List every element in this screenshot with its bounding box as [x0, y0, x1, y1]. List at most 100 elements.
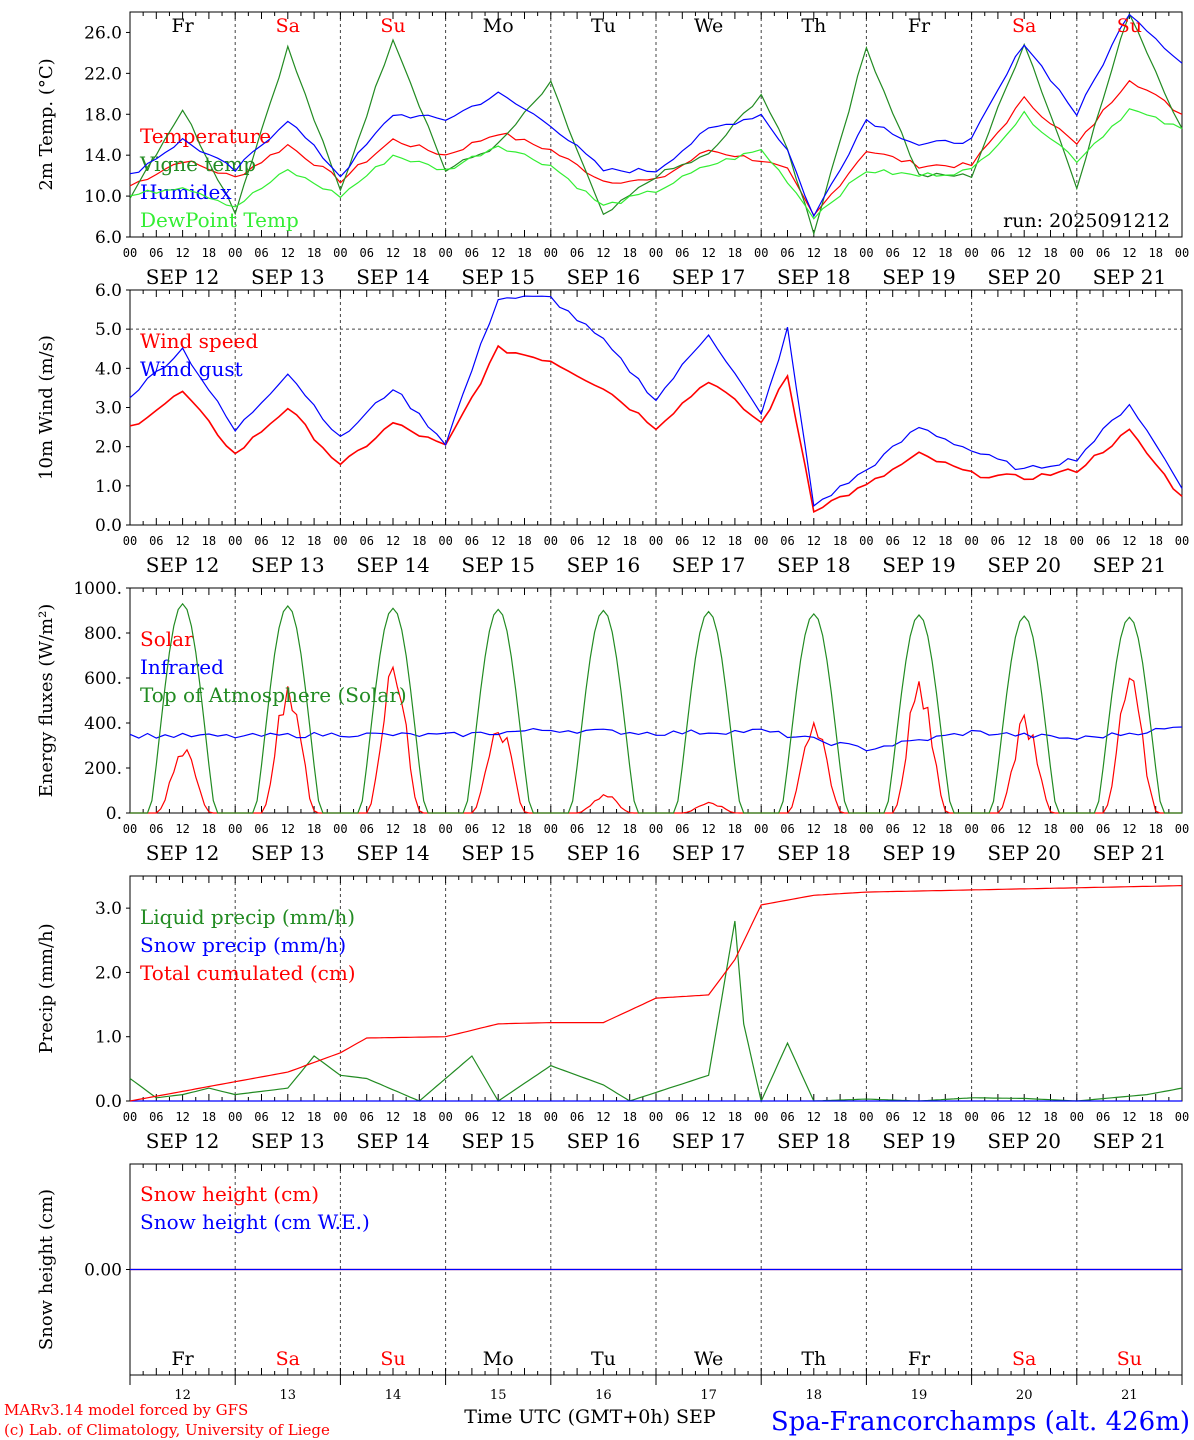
hour-label: 06: [359, 1110, 373, 1124]
y-tick-label: 0.: [106, 804, 122, 824]
day-abbr-bottom: We: [694, 1348, 723, 1370]
series-line-3-2: [129, 885, 1183, 1102]
hour-label: 06: [1096, 822, 1110, 836]
hour-label: 18: [728, 822, 742, 836]
y-tick-label: 800.: [84, 624, 122, 644]
hour-label: 00: [1070, 822, 1084, 836]
hour-label: 00: [438, 246, 452, 260]
legend-entry: Vigne temp: [139, 152, 256, 176]
hour-label: 00: [964, 246, 978, 260]
hour-label: 00: [123, 822, 137, 836]
hour-label: 12: [175, 534, 189, 548]
series-line-2-2: [130, 602, 1182, 814]
day-number-label: 16: [595, 1388, 612, 1403]
day-abbr-top: We: [694, 15, 723, 37]
legend-entry: Top of Atmosphere (Solar): [140, 683, 407, 707]
hour-label: 00: [1175, 1110, 1189, 1124]
hour-label: 00: [964, 1110, 978, 1124]
legend-entry: Liquid precip (mm/h): [140, 905, 355, 929]
hour-label: 12: [596, 822, 610, 836]
hour-label: 18: [833, 1110, 847, 1124]
hour-label: 00: [544, 534, 558, 548]
y-tick-label: 0.0: [95, 1092, 122, 1112]
date-label: SEP 12: [146, 841, 220, 865]
date-label: SEP 21: [1093, 841, 1167, 865]
y-axis-title: Energy fluxes (W/m²): [36, 604, 57, 798]
hour-label: 18: [202, 246, 216, 260]
hour-label: 18: [833, 534, 847, 548]
day-abbr-top: Su: [1117, 15, 1142, 37]
hour-label: 06: [1096, 246, 1110, 260]
hour-label: 12: [386, 1110, 400, 1124]
hour-label: 06: [570, 534, 584, 548]
hour-label: 18: [517, 246, 531, 260]
footer-lab: (c) Lab. of Climatology, University of L…: [4, 1421, 330, 1439]
day-abbr-top: Su: [380, 15, 405, 37]
hour-label: 12: [281, 1110, 295, 1124]
hour-label: 06: [465, 1110, 479, 1124]
date-label: SEP 15: [461, 265, 535, 289]
y-axis-title: 2m Temp. (°C): [36, 58, 57, 190]
hour-label: 18: [307, 246, 321, 260]
y-tick-label: 14.0: [84, 146, 122, 166]
hour-label: 12: [912, 534, 926, 548]
footer-model: MARv3.14 model forced by GFS: [4, 1401, 248, 1419]
hour-label: 00: [754, 822, 768, 836]
hour-label: 00: [859, 1110, 873, 1124]
hour-label: 00: [1070, 1110, 1084, 1124]
hour-label: 12: [912, 246, 926, 260]
date-label: SEP 17: [672, 553, 746, 577]
hour-label: 18: [307, 1110, 321, 1124]
hour-label: 00: [649, 822, 663, 836]
y-tick-label: 400.: [84, 714, 122, 734]
series-line-0-3: [129, 108, 1183, 220]
date-label: SEP 21: [1093, 553, 1167, 577]
day-number-label: 12: [174, 1388, 191, 1403]
hour-label: 18: [517, 1110, 531, 1124]
hour-label: 12: [386, 246, 400, 260]
date-label: SEP 18: [777, 1129, 851, 1153]
legend-entry: Infrared: [140, 655, 224, 679]
hour-label: 00: [754, 1110, 768, 1124]
hour-label: 00: [333, 822, 347, 836]
date-label: SEP 18: [777, 553, 851, 577]
legend-entry: Snow height (cm W.E.): [140, 1210, 370, 1234]
date-label: SEP 20: [987, 553, 1061, 577]
hour-label: 06: [254, 1110, 268, 1124]
hour-label: 00: [438, 822, 452, 836]
y-tick-label: 0.00: [84, 1261, 122, 1281]
date-label: SEP 21: [1093, 1129, 1167, 1153]
date-label: SEP 14: [356, 1129, 430, 1153]
legend-entry: Solar: [140, 627, 194, 651]
hour-label: 12: [1122, 822, 1136, 836]
hour-label: 18: [1148, 822, 1162, 836]
date-label: SEP 19: [882, 1129, 956, 1153]
day-number-label: 20: [1016, 1388, 1033, 1403]
hour-label: 06: [149, 1110, 163, 1124]
hour-label: 12: [807, 822, 821, 836]
y-tick-label: 6.0: [95, 281, 122, 301]
hour-label: 06: [254, 534, 268, 548]
day-abbr-bottom: Sa: [1012, 1348, 1036, 1370]
hour-label: 12: [281, 822, 295, 836]
hour-label: 18: [412, 822, 426, 836]
hour-label: 12: [1122, 1110, 1136, 1124]
date-label: SEP 14: [356, 265, 430, 289]
hour-label: 12: [1122, 246, 1136, 260]
hour-label: 06: [359, 246, 373, 260]
hour-label: 12: [807, 1110, 821, 1124]
hour-label: 06: [780, 246, 794, 260]
hour-label: 12: [1017, 534, 1031, 548]
hour-label: 12: [281, 246, 295, 260]
hour-label: 06: [780, 534, 794, 548]
hour-label: 00: [964, 534, 978, 548]
hour-label: 12: [1017, 822, 1031, 836]
hour-label: 06: [675, 534, 689, 548]
hour-label: 00: [649, 246, 663, 260]
date-label: SEP 19: [882, 265, 956, 289]
date-label: SEP 16: [567, 1129, 641, 1153]
hour-label: 18: [1148, 1110, 1162, 1124]
hour-label: 18: [307, 822, 321, 836]
date-label: SEP 12: [146, 1129, 220, 1153]
hour-label: 00: [228, 822, 242, 836]
